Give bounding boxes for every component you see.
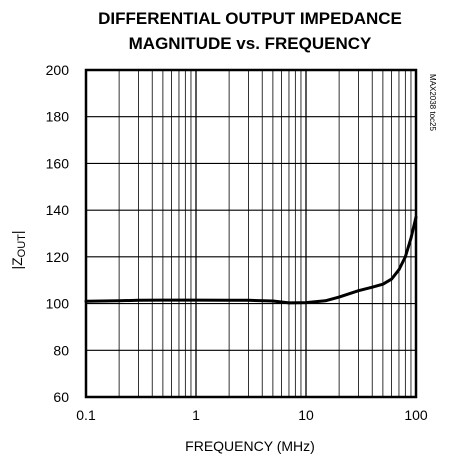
- curve-group: [84, 215, 418, 305]
- y-tick-labels: 60 80 100 120 140 160 180 200: [46, 62, 70, 405]
- plot-frame-group: [84, 68, 418, 399]
- chart-title-line-2: MAGNITUDE vs. FREQUENCY: [129, 34, 372, 53]
- y-tick-label: 80: [53, 342, 69, 358]
- y-tick-label: 200: [46, 62, 70, 78]
- y-axis-label-subscript: OUT: [16, 234, 28, 258]
- x-tick-label: 100: [404, 407, 428, 423]
- chart-title-line-1: DIFFERENTIAL OUTPUT IMPEDANCE: [98, 9, 402, 28]
- y-tick-label: 140: [46, 202, 70, 218]
- y-axis-label: |ZOUT|: [9, 230, 28, 269]
- x-axis-label: FREQUENCY (MHz): [185, 438, 315, 454]
- y-tick-label: 180: [46, 109, 70, 125]
- grid-lines: [86, 70, 416, 397]
- y-axis-label-main: |Z: [9, 257, 25, 270]
- y-tick-label: 60: [53, 389, 69, 405]
- y-tick-label: 120: [46, 249, 70, 265]
- chart-watermark: MAX2038 toc25: [428, 74, 437, 131]
- x-tick-labels: 0.1 1 10 100: [76, 407, 428, 423]
- x-tick-label: 0.1: [76, 407, 96, 423]
- impedance-curve: [84, 215, 418, 305]
- x-tick-label: 10: [298, 407, 314, 423]
- x-tick-label: 1: [192, 407, 200, 423]
- y-tick-label: 100: [46, 296, 70, 312]
- y-axis-label-end: |: [9, 230, 25, 234]
- plot-frame: [84, 68, 418, 399]
- y-tick-label: 160: [46, 155, 70, 171]
